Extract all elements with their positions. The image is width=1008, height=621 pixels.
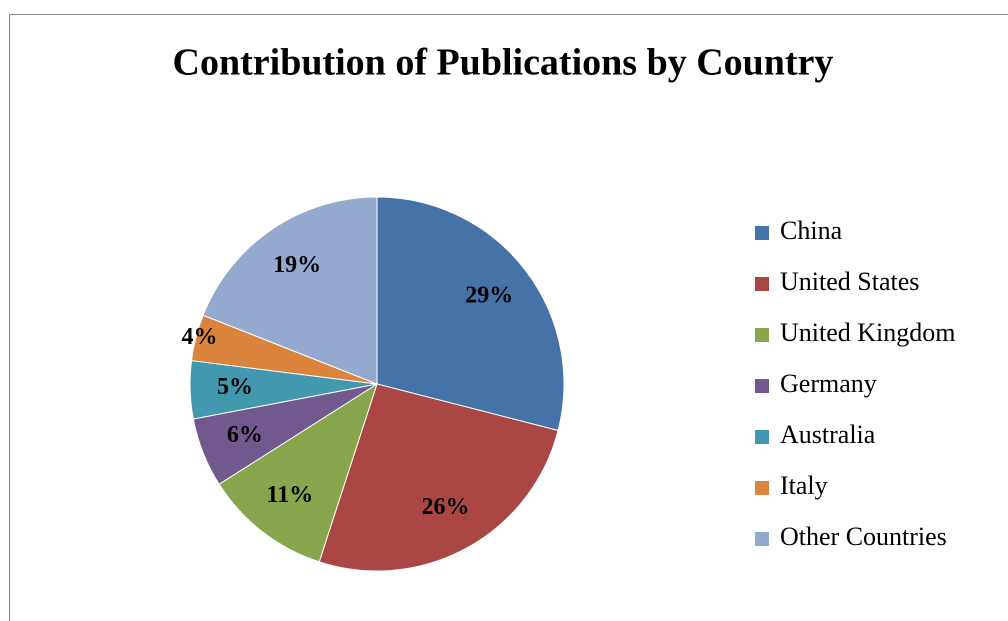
legend-swatch bbox=[755, 481, 769, 495]
data-label: 19% bbox=[273, 252, 321, 278]
data-label: 26% bbox=[421, 494, 469, 520]
legend-label: Italy bbox=[780, 471, 828, 500]
chart-border bbox=[9, 14, 1008, 621]
legend-swatch bbox=[755, 430, 769, 444]
legend-label: Australia bbox=[780, 420, 876, 449]
pie-slice bbox=[318, 383, 559, 572]
legend-label: Other Countries bbox=[780, 522, 947, 551]
legend-swatch bbox=[755, 226, 769, 240]
data-label: 29% bbox=[465, 282, 513, 308]
legend-label: Germany bbox=[780, 369, 877, 398]
legend-swatch bbox=[755, 379, 769, 393]
legend-label: United States bbox=[780, 267, 919, 296]
chart-title: Contribution of Publications by Country bbox=[173, 42, 834, 84]
pie-slice bbox=[218, 382, 378, 563]
data-label: 11% bbox=[267, 482, 314, 508]
pie-slice bbox=[202, 196, 378, 385]
data-label: 5% bbox=[217, 374, 253, 400]
legend-swatch bbox=[755, 277, 769, 291]
pie-slice bbox=[376, 196, 565, 432]
data-label: 6% bbox=[227, 422, 263, 448]
legend-swatch bbox=[755, 532, 769, 546]
legend-label: China bbox=[780, 216, 843, 245]
data-label: 4% bbox=[181, 324, 217, 350]
legend-swatch bbox=[755, 328, 769, 342]
legend-label: United Kingdom bbox=[780, 318, 956, 347]
